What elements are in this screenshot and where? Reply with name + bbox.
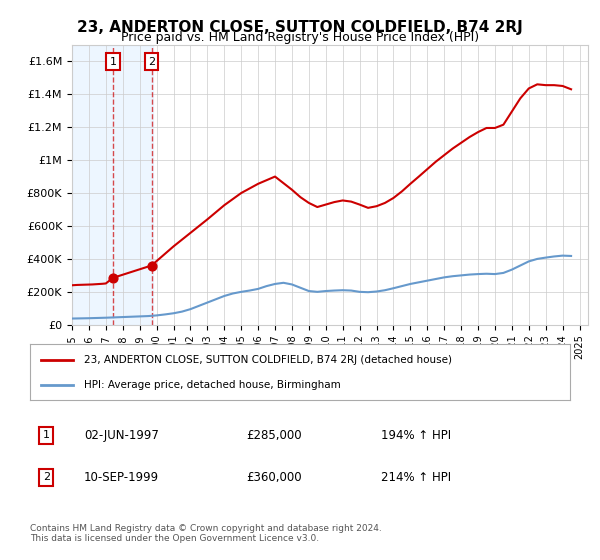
Text: 214% ↑ HPI: 214% ↑ HPI [381, 471, 451, 484]
Text: 194% ↑ HPI: 194% ↑ HPI [381, 429, 451, 442]
Text: HPI: Average price, detached house, Birmingham: HPI: Average price, detached house, Birm… [84, 380, 341, 390]
Text: 1: 1 [43, 431, 50, 441]
Point [147, 261, 157, 270]
Text: 2: 2 [43, 472, 50, 482]
Text: 23, ANDERTON CLOSE, SUTTON COLDFIELD, B74 2RJ: 23, ANDERTON CLOSE, SUTTON COLDFIELD, B7… [77, 20, 523, 35]
Text: £360,000: £360,000 [246, 471, 302, 484]
Bar [72, 45, 153, 325]
Text: Price paid vs. HM Land Registry's House Price Index (HPI): Price paid vs. HM Land Registry's House … [121, 31, 479, 44]
Text: 23, ANDERTON CLOSE, SUTTON COLDFIELD, B74 2RJ (detached house): 23, ANDERTON CLOSE, SUTTON COLDFIELD, B7… [84, 355, 452, 365]
Text: 02-JUN-1997: 02-JUN-1997 [84, 429, 159, 442]
Text: 1: 1 [109, 57, 116, 67]
Text: £285,000: £285,000 [246, 429, 302, 442]
Point [108, 273, 118, 282]
Text: Contains HM Land Registry data © Crown copyright and database right 2024.
This d: Contains HM Land Registry data © Crown c… [30, 524, 382, 543]
Text: 2: 2 [148, 57, 155, 67]
Text: 10-SEP-1999: 10-SEP-1999 [84, 471, 159, 484]
